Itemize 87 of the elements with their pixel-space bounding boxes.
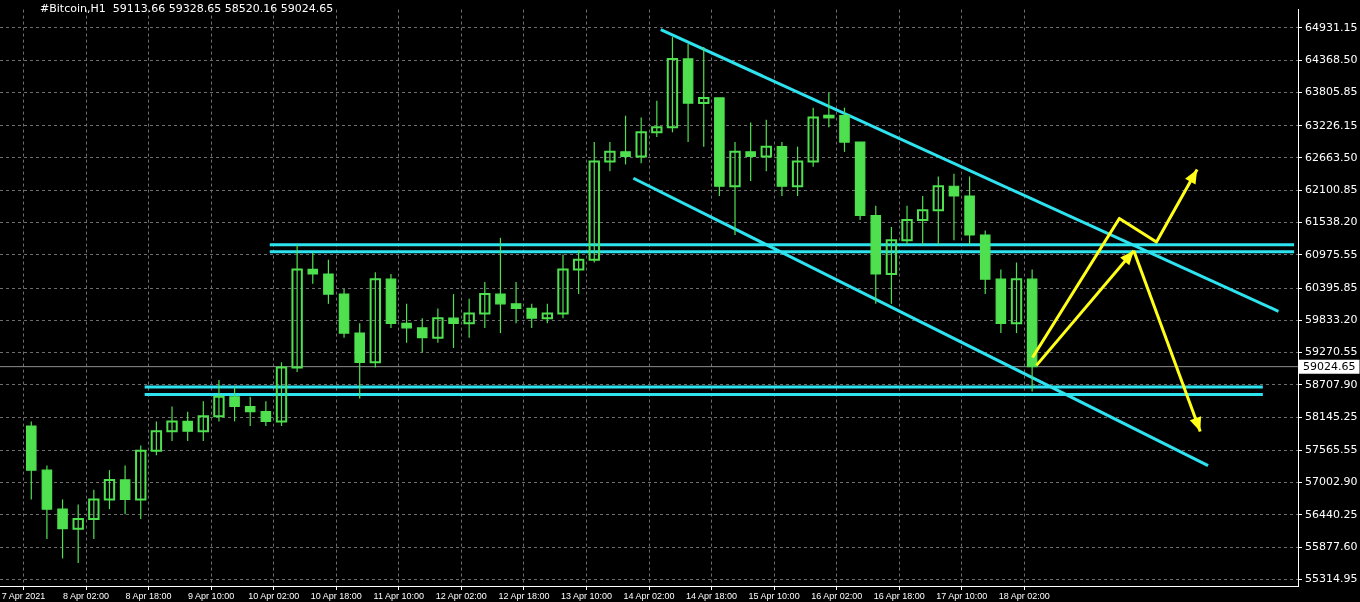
x-tick-label: 11 Apr 10:00 — [373, 590, 424, 601]
x-tick-label: 8 Apr 02:00 — [62, 590, 110, 601]
y-tick-label: 58145.25 — [1305, 409, 1358, 423]
x-tick-label: 9 Apr 10:00 — [188, 590, 235, 601]
candlestick — [307, 252, 319, 285]
y-tick-label: 61538.20 — [1305, 215, 1358, 229]
y-tick-label: 59833.20 — [1305, 313, 1358, 327]
y-tick-label: 64368.50 — [1305, 53, 1358, 67]
candlestick — [244, 396, 256, 427]
candlestick — [823, 92, 835, 128]
candlestick — [791, 146, 804, 197]
candlestick — [182, 411, 193, 442]
candlestick — [416, 317, 428, 354]
y-tick-label: 56440.25 — [1305, 507, 1358, 521]
candlestick — [166, 405, 178, 442]
x-tick-label: 16 Apr 02:00 — [811, 590, 863, 601]
x-tick-label: 16 Apr 18:00 — [873, 590, 925, 601]
candlestick — [323, 259, 334, 305]
y-tick-label: 57002.90 — [1305, 475, 1358, 489]
candlestick — [745, 121, 756, 182]
candlestick — [432, 307, 444, 344]
candlestick — [291, 244, 303, 373]
x-tick-label: 10 Apr 02:00 — [248, 590, 300, 601]
candlestick — [88, 489, 100, 540]
candlestick — [901, 205, 913, 246]
candlestick — [916, 195, 929, 246]
candlestick — [479, 281, 491, 329]
y-tick-label: 63805.85 — [1305, 85, 1358, 99]
y-tick-label: 63226.15 — [1305, 118, 1358, 132]
x-tick-label: 14 Apr 02:00 — [623, 590, 675, 601]
candlestick — [463, 298, 475, 339]
candlestick — [604, 141, 616, 172]
candlestick — [135, 444, 147, 520]
candlestick — [932, 175, 945, 246]
candlestick — [698, 46, 710, 148]
y-tick-label: 64931.15 — [1305, 20, 1358, 34]
candlestick — [369, 271, 382, 369]
chart-title: #Bitcoin,H1 59113.66 59328.65 58520.16 59024.65 — [40, 2, 334, 15]
y-tick-label: 59270.55 — [1305, 345, 1358, 359]
candlestick — [1010, 261, 1023, 334]
candlestick — [197, 400, 209, 442]
x-tick-label: 12 Apr 02:00 — [435, 590, 487, 601]
y-tick-label: 58707.90 — [1305, 377, 1358, 391]
y-tick-label: 55877.60 — [1305, 540, 1358, 553]
candlestick — [885, 226, 898, 305]
x-tick-label: 15 Apr 10:00 — [748, 590, 800, 601]
candlestick — [495, 237, 506, 334]
x-tick-label: 17 Apr 10:00 — [936, 590, 988, 601]
y-tick-label: 62663.50 — [1305, 150, 1358, 164]
candlestick — [588, 141, 600, 264]
x-tick-label: 8 Apr 18:00 — [125, 590, 172, 601]
candlestick — [213, 379, 225, 422]
candlestick — [103, 469, 116, 510]
candlestick — [510, 281, 522, 324]
candlestick — [57, 498, 68, 560]
candlestick — [948, 173, 960, 241]
candlestick — [275, 361, 288, 427]
candlestick — [72, 503, 84, 564]
x-tick-label: 10 Apr 18:00 — [310, 590, 362, 601]
candlestick — [666, 36, 679, 133]
candlestick — [150, 420, 163, 456]
y-tick-label: 60395.85 — [1305, 280, 1358, 294]
ref-line-label: 59024.65 — [1303, 359, 1356, 373]
candlestick — [260, 400, 272, 427]
y-tick-label: 55314.95 — [1305, 572, 1358, 586]
x-tick-label: 14 Apr 18:00 — [686, 590, 738, 601]
x-tick-label: 13 Apr 10:00 — [560, 590, 612, 601]
x-tick-label: 18 Apr 02:00 — [998, 590, 1050, 601]
y-tick-label: 62100.85 — [1305, 183, 1358, 197]
candlestick — [651, 100, 663, 138]
candlestick — [557, 253, 569, 319]
candlestick — [229, 386, 240, 422]
candlestick — [635, 116, 647, 164]
candlestick — [620, 115, 631, 166]
candlestick — [807, 107, 819, 168]
y-tick-label: 57565.55 — [1305, 443, 1358, 457]
candlestick — [729, 141, 741, 236]
candlestick — [760, 119, 772, 172]
y-tick-label: 60975.55 — [1305, 247, 1358, 261]
candlestick — [572, 249, 585, 295]
candlestick — [448, 293, 459, 349]
candlestick — [526, 303, 537, 329]
x-tick-label: 12 Apr 18:00 — [498, 590, 550, 601]
candlestick — [541, 303, 554, 324]
x-tick-label: 7 Apr 2021 — [1, 590, 46, 601]
candlestick — [401, 303, 412, 344]
candlestick — [119, 464, 131, 515]
